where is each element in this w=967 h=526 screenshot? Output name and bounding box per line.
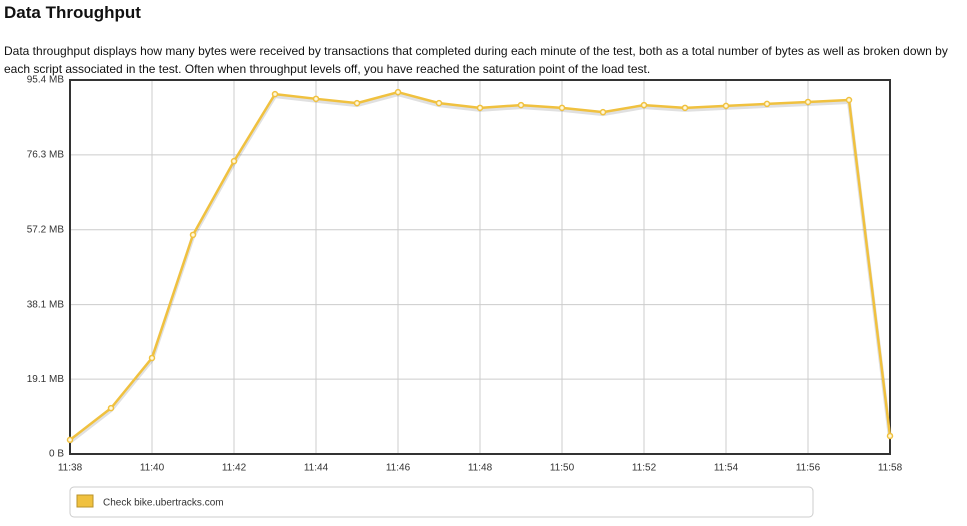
- point: [640, 101, 648, 109]
- y-tick-label: 57.2 MB: [27, 224, 65, 235]
- point: [353, 99, 361, 107]
- y-tick-label: 76.3 MB: [27, 150, 65, 161]
- y-tick-label: 19.1 MB: [27, 374, 65, 385]
- x-tick-label: 11:50: [550, 463, 575, 474]
- point: [845, 96, 853, 104]
- x-tick-label: 11:56: [796, 463, 821, 474]
- legend-label: Check bike.ubertracks.com: [103, 498, 224, 509]
- point: [476, 104, 484, 112]
- point: [558, 104, 566, 112]
- y-tick-label: 0 B: [49, 449, 64, 460]
- x-tick-label: 11:54: [714, 463, 739, 474]
- y-tick-label: 38.1 MB: [27, 299, 65, 310]
- point: [804, 98, 812, 106]
- page-title: Data Throughput: [4, 3, 141, 22]
- point: [312, 95, 320, 103]
- point: [394, 88, 402, 96]
- plot-frame: [69, 79, 891, 455]
- legend-swatch: [76, 494, 94, 508]
- legend-box: [69, 486, 814, 518]
- x-tick-label: 11:46: [386, 463, 411, 474]
- x-tick-label: 11:58: [878, 463, 903, 474]
- x-tick-label: 11:44: [304, 463, 329, 474]
- x-tick-label: 11:48: [468, 463, 493, 474]
- point: [886, 432, 894, 440]
- x-tick-label: 11:42: [222, 463, 247, 474]
- point: [107, 404, 115, 412]
- x-tick-label: 11:38: [58, 463, 83, 474]
- y-tick-label: 95.4 MB: [27, 75, 65, 86]
- point: [148, 354, 156, 362]
- point: [435, 99, 443, 107]
- x-tick-label: 11:52: [632, 463, 657, 474]
- x-tick-label: 11:40: [140, 463, 165, 474]
- point: [517, 101, 525, 109]
- point: [681, 104, 689, 112]
- point: [189, 231, 197, 239]
- point: [763, 100, 771, 108]
- point: [271, 90, 279, 98]
- description: Data throughput displays how many bytes …: [4, 44, 948, 76]
- point: [66, 436, 74, 444]
- point: [599, 108, 607, 116]
- point: [230, 157, 238, 165]
- point: [722, 102, 730, 110]
